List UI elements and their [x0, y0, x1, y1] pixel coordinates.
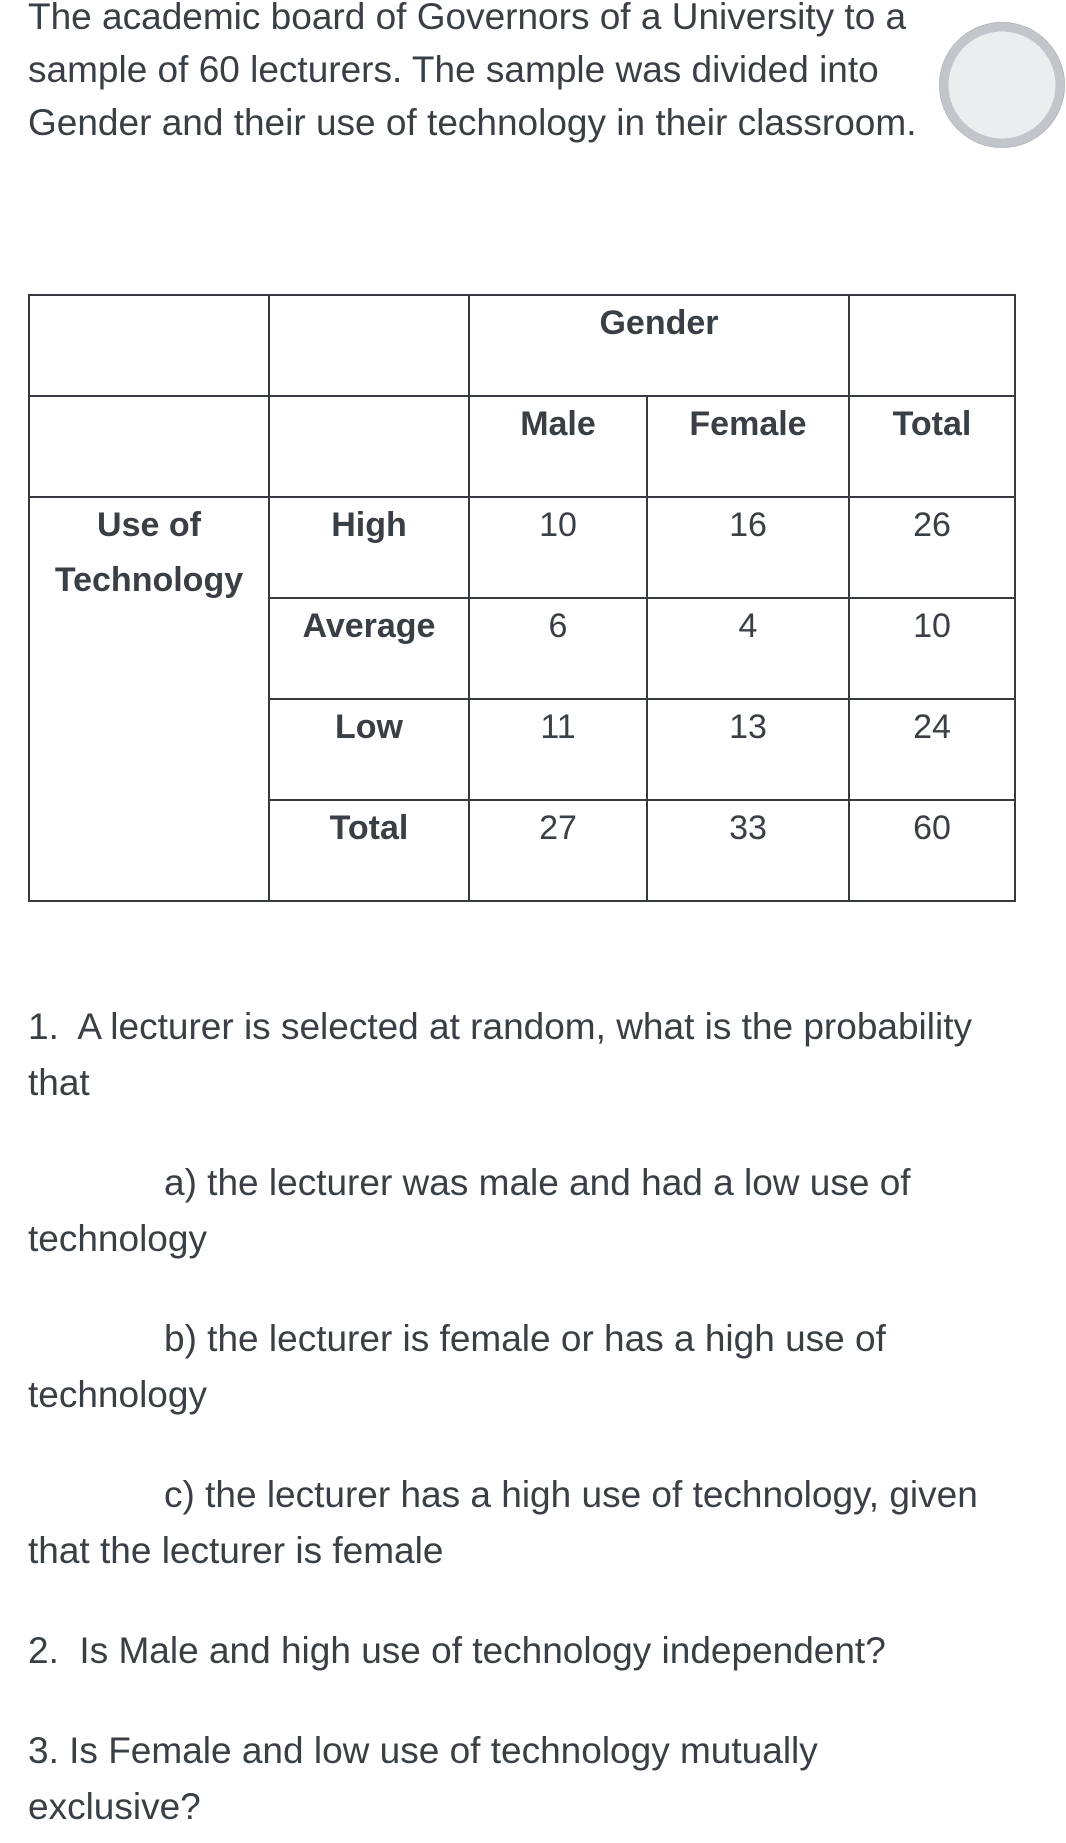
cell-low-label: Low — [268, 698, 470, 801]
table-row: Use of Technology High 10 16 26 — [28, 496, 1016, 902]
question-line: technology — [28, 1374, 207, 1415]
questions-section: 1. A lecturer is selected at random, wha… — [28, 999, 1040, 1835]
cell-total-male: 27 — [468, 799, 648, 902]
question-3: 3. Is Female and low use of technology m… — [28, 1723, 1040, 1835]
cell-high-female: 16 — [646, 496, 850, 599]
question-line: 1. A lecturer is selected at random, wha… — [28, 1006, 972, 1047]
cell-total-row-label: Total — [268, 799, 470, 902]
cell-total-col-header: Total — [848, 395, 1016, 498]
question-line: that — [28, 1062, 90, 1103]
table-row: Male Female Total — [28, 395, 1016, 498]
record-indicator-icon[interactable] — [939, 22, 1065, 148]
cell-blank — [28, 395, 270, 498]
intro-line: sample of 60 lecturers. The sample was d… — [28, 49, 879, 90]
cell-high-label: High — [268, 496, 470, 599]
cell-blank — [848, 294, 1016, 397]
cell-blank — [268, 294, 470, 397]
question-line: c) the lecturer has a high use of techno… — [164, 1474, 978, 1515]
cell-low-total: 24 — [848, 698, 1016, 801]
question-1b: b) the lecturer is female or has a high … — [28, 1311, 1040, 1423]
gender-technology-table: Gender Male Female Total Use of Technolo… — [28, 294, 1016, 902]
cell-average-label: Average — [268, 597, 470, 700]
question-line: 3. Is Female and low use of technology m… — [28, 1730, 818, 1771]
cell-total-total: 60 — [848, 799, 1016, 902]
cell-low-female: 13 — [646, 698, 850, 801]
cell-average-male: 6 — [468, 597, 648, 700]
cell-total-female: 33 — [646, 799, 850, 902]
cell-high-male: 10 — [468, 496, 648, 599]
cell-corner-blank — [28, 294, 270, 397]
question-line: a) the lecturer was male and had a low u… — [164, 1162, 911, 1203]
intro-line: Gender and their use of technology in th… — [28, 102, 917, 143]
question-line: technology — [28, 1218, 207, 1259]
question-line: that the lecturer is female — [28, 1530, 444, 1571]
cell-male-header: Male — [468, 395, 648, 498]
cell-low-male: 11 — [468, 698, 648, 801]
question-1: 1. A lecturer is selected at random, wha… — [28, 999, 1040, 1111]
question-1a: a) the lecturer was male and had a low u… — [28, 1155, 1040, 1267]
cell-blank — [268, 395, 470, 498]
cell-female-header: Female — [646, 395, 850, 498]
table-row: Total 27 33 60 — [29, 799, 1016, 902]
cell-row-group-label: Use of Technology — [28, 496, 270, 902]
intro-paragraph: The academic board of Governors of a Uni… — [28, 0, 988, 149]
table-row: Low 11 13 24 — [29, 698, 1016, 801]
cell-average-female: 4 — [646, 597, 850, 700]
cell-average-total: 10 — [848, 597, 1016, 700]
table-row: Gender — [28, 294, 1016, 397]
question-line: b) the lecturer is female or has a high … — [164, 1318, 886, 1359]
question-1c: c) the lecturer has a high use of techno… — [28, 1467, 1040, 1579]
question-line: exclusive? — [28, 1786, 201, 1827]
cell-gender-header: Gender — [468, 294, 850, 397]
cell-high-total: 26 — [848, 496, 1016, 599]
table-row: Average 6 4 10 — [29, 597, 1016, 700]
question-2: 2. Is Male and high use of technology in… — [28, 1623, 1040, 1679]
intro-line: The academic board of Governors of a Uni… — [28, 0, 907, 37]
question-line: 2. Is Male and high use of technology in… — [28, 1630, 886, 1671]
